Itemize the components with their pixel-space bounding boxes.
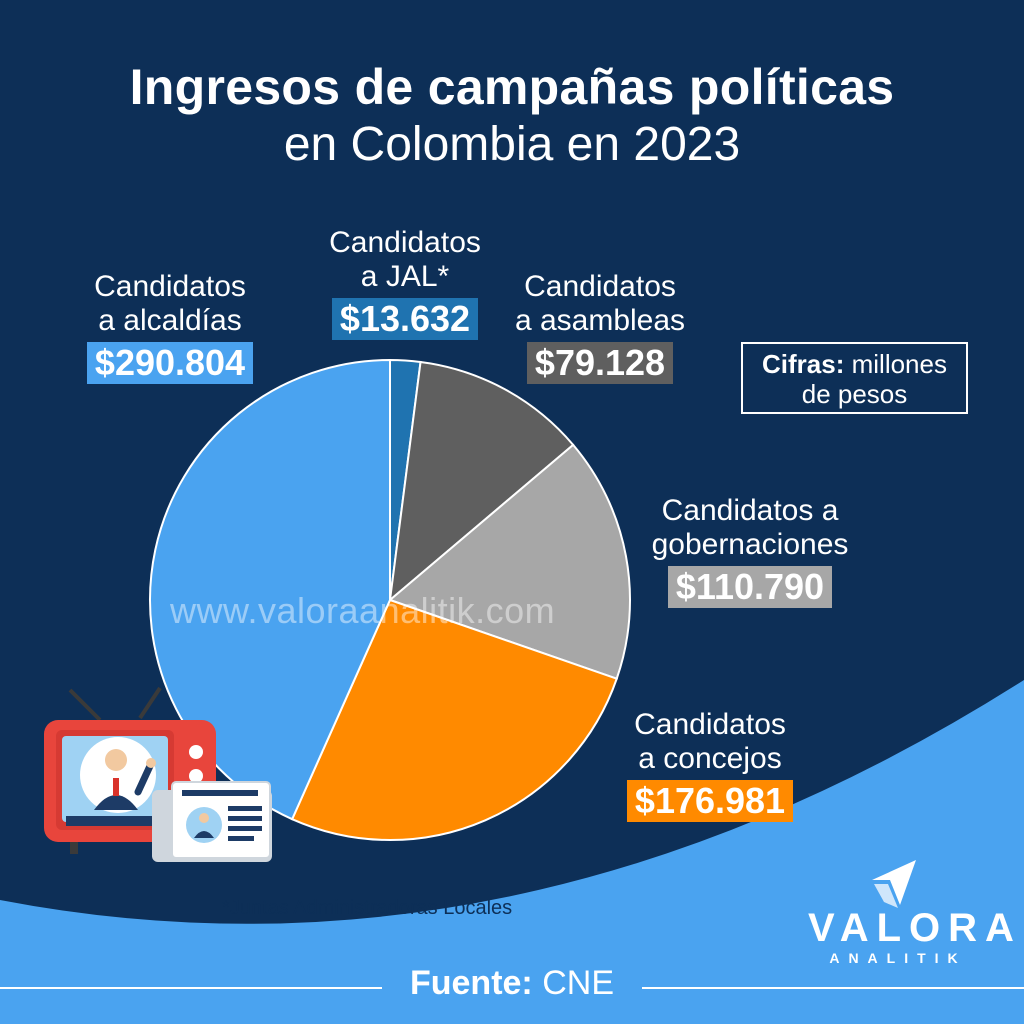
title-line-1: Ingresos de campañas políticas [129,59,895,115]
footnote: *Juntas Administradoras Locales [222,897,513,919]
units-rest: millones [851,349,947,379]
source-divider-right [642,987,1024,989]
label-concejos: Candidatos a concejos $176.981 [600,708,820,822]
label-gobernaciones-line1: Candidatos a [661,494,839,527]
label-gobernaciones: Candidatos a gobernaciones $110.790 [630,494,870,608]
source-footer: Fuente: CNE [0,962,1024,1012]
source-divider-left [0,987,382,989]
label-jal-line2: a JAL* [360,260,450,293]
value-gobernaciones: $110.790 [667,566,833,608]
newspaper-icon [152,781,272,862]
brand-sub: ANALITIK [829,950,967,966]
label-concejos-line1: Candidatos [634,708,786,741]
label-alcaldias: Candidatos a alcaldías $290.804 [60,270,280,384]
label-gobernaciones-line2: gobernaciones [651,528,849,561]
pie-slice-asambleas [388,360,575,603]
title-line-2: en Colombia en 2023 [283,118,741,171]
pie-slice-alcaldias [149,358,391,821]
units-bold: Cifras: [762,349,845,379]
value-concejos: $176.981 [626,780,794,822]
source-value: CNE [542,964,615,1002]
label-alcaldias-line1: Candidatos [94,270,246,303]
source-label: Fuente: [409,964,533,1002]
valora-logo-icon [872,860,916,908]
label-jal: Candidatos a JAL* $13.632 [300,226,510,340]
pie-slice-concejos [290,598,618,841]
value-jal: $13.632 [331,298,479,340]
pie-chart [149,358,631,841]
watermark: www.valoraanalitik.com [170,590,556,631]
label-asambleas-line2: a asambleas [514,304,686,337]
source-text: Fuente: CNE [400,964,624,1003]
value-asambleas: $79.128 [526,342,674,384]
units-note: Cifras: millones de pesos [741,342,968,414]
brand-name: VALORA [808,906,1022,950]
chart-title: Ingresos de campañas políticas en Colomb… [0,58,1024,174]
value-alcaldias: $290.804 [86,342,254,384]
label-concejos-line2: a concejos [638,742,782,775]
units-line2: de pesos [801,379,908,409]
brand-logo: VALORA ANALITIK [808,906,1022,966]
label-alcaldias-line2: a alcaldías [98,304,242,337]
label-asambleas-line1: Candidatos [524,270,676,303]
label-jal-line1: Candidatos [329,226,481,259]
background-wave [0,680,1024,1024]
label-asambleas: Candidatos a asambleas $79.128 [490,270,710,384]
